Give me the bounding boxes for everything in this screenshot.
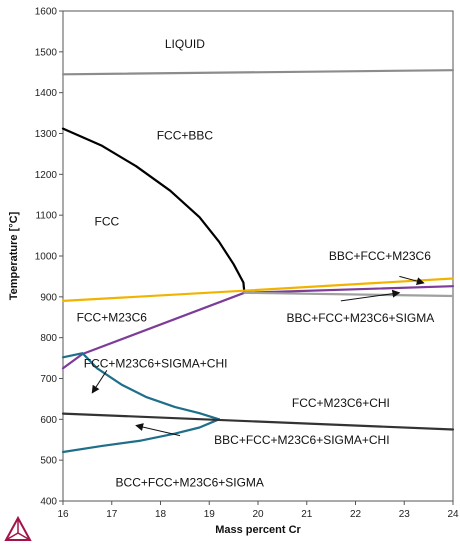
x-axis-label: Mass percent Cr bbox=[215, 524, 301, 536]
plot-area bbox=[62, 10, 454, 502]
y-tick-label: 1500 bbox=[35, 47, 58, 58]
x-tick-label: 21 bbox=[301, 509, 313, 520]
annotation-arrow-1 bbox=[399, 275, 425, 286]
y-tick-label: 700 bbox=[40, 374, 57, 385]
y-tick-label: 1000 bbox=[35, 252, 58, 263]
phase-boundary-line-6 bbox=[61, 352, 221, 421]
phase-region-label: BCC+FCC+M23C6+SIGMA bbox=[116, 476, 264, 490]
phase-region-label: BBC+FCC+M23C6 bbox=[329, 249, 431, 263]
phase-boundary-line-1 bbox=[61, 69, 455, 76]
phase-region-label: FCC+M23C6+SIGMA+CHI bbox=[84, 356, 228, 370]
x-tick-label: 24 bbox=[447, 509, 459, 520]
x-axis-ticks: 16 17 18 19 20 21 22 23 24 bbox=[57, 501, 459, 520]
y-tick-label: 1300 bbox=[35, 129, 58, 140]
y-tick-label: 1400 bbox=[35, 88, 58, 99]
phase-region-label: BBC+FCC+M23C6+SIGMA+CHI bbox=[214, 433, 389, 447]
x-tick-label: 22 bbox=[350, 509, 362, 520]
y-axis-label: Temperature [°C] bbox=[8, 211, 20, 300]
annotation-arrow-3 bbox=[91, 370, 108, 394]
annotation-arrow-2 bbox=[340, 289, 401, 302]
y-tick-label: 400 bbox=[40, 497, 57, 508]
x-tick-label: 23 bbox=[399, 509, 411, 520]
phase-region-label: FCC+M23C6 bbox=[77, 310, 148, 324]
phase-region-label: FCC+BBC bbox=[157, 129, 214, 143]
annotation-arrow-4 bbox=[135, 423, 181, 437]
phase-region-label: BBC+FCC+M23C6+SIGMA bbox=[287, 311, 435, 325]
phase-boundary-lines bbox=[61, 69, 455, 454]
x-tick-label: 16 bbox=[57, 509, 69, 520]
y-tick-label: 800 bbox=[40, 333, 57, 344]
phase-boundary-line-5 bbox=[243, 291, 455, 298]
annotation-arrows bbox=[91, 275, 425, 437]
y-tick-label: 500 bbox=[40, 456, 57, 467]
phase-boundary-line-7 bbox=[61, 418, 221, 454]
phase-region-labels: LIQUID FCC+BBC FCC BBC+FCC+M23C6 FCC+M23C6 BB… bbox=[77, 37, 435, 490]
phase-region-label: FCC+M23C6+CHI bbox=[292, 396, 390, 410]
phase-boundary-line-4 bbox=[61, 285, 455, 370]
y-tick-label: 1200 bbox=[35, 170, 58, 181]
x-tick-label: 18 bbox=[155, 509, 167, 520]
phase-boundary-line-3 bbox=[61, 277, 455, 302]
x-tick-label: 17 bbox=[106, 509, 118, 520]
phase-region-label: FCC bbox=[95, 214, 120, 228]
y-axis-ticks: 400 500 600 700 800 900 1000 1100 1200 1300 1400 15… bbox=[35, 7, 63, 508]
y-tick-label: 600 bbox=[40, 415, 57, 426]
thermo-calc-logo-icon bbox=[4, 515, 32, 541]
phase-region-label: LIQUID bbox=[165, 37, 205, 51]
y-tick-label: 1600 bbox=[35, 7, 58, 18]
x-tick-label: 20 bbox=[252, 509, 264, 520]
y-tick-label: 1100 bbox=[35, 211, 57, 222]
x-tick-label: 19 bbox=[204, 509, 216, 520]
y-tick-label: 900 bbox=[40, 292, 57, 303]
phase-boundary-line-8 bbox=[61, 412, 455, 431]
phase-boundary-line-2 bbox=[61, 127, 246, 293]
